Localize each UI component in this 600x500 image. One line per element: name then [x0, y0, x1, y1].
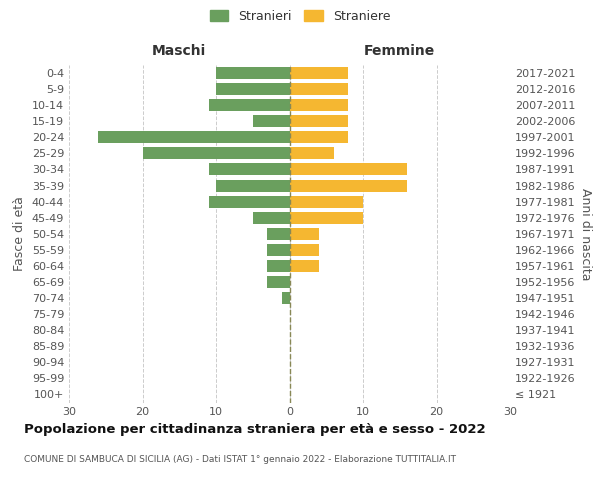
Bar: [290, 115, 348, 128]
Bar: [282, 292, 290, 304]
Bar: [209, 99, 290, 111]
Bar: [290, 83, 348, 95]
Bar: [290, 180, 407, 192]
Bar: [268, 260, 290, 272]
Bar: [268, 244, 290, 256]
Bar: [209, 164, 290, 175]
Bar: [268, 276, 290, 288]
Y-axis label: Fasce di età: Fasce di età: [13, 196, 26, 271]
Bar: [253, 115, 290, 128]
Bar: [216, 180, 290, 192]
Bar: [253, 212, 290, 224]
Bar: [216, 83, 290, 95]
Bar: [290, 67, 348, 79]
Bar: [290, 164, 407, 175]
Bar: [290, 132, 348, 143]
Bar: [290, 228, 319, 240]
Bar: [290, 212, 363, 224]
Bar: [143, 148, 290, 160]
Bar: [268, 228, 290, 240]
Bar: [290, 196, 363, 207]
Bar: [209, 196, 290, 207]
Legend: Stranieri, Straniere: Stranieri, Straniere: [206, 6, 394, 26]
Bar: [290, 99, 348, 111]
Bar: [290, 260, 319, 272]
Text: Popolazione per cittadinanza straniera per età e sesso - 2022: Popolazione per cittadinanza straniera p…: [24, 422, 485, 436]
Bar: [98, 132, 290, 143]
Bar: [290, 148, 334, 160]
Bar: [290, 244, 319, 256]
Bar: [216, 67, 290, 79]
Text: Maschi: Maschi: [152, 44, 206, 58]
Text: Femmine: Femmine: [364, 44, 436, 58]
Text: COMUNE DI SAMBUCA DI SICILIA (AG) - Dati ISTAT 1° gennaio 2022 - Elaborazione TU: COMUNE DI SAMBUCA DI SICILIA (AG) - Dati…: [24, 455, 456, 464]
Y-axis label: Anni di nascita: Anni di nascita: [579, 188, 592, 280]
